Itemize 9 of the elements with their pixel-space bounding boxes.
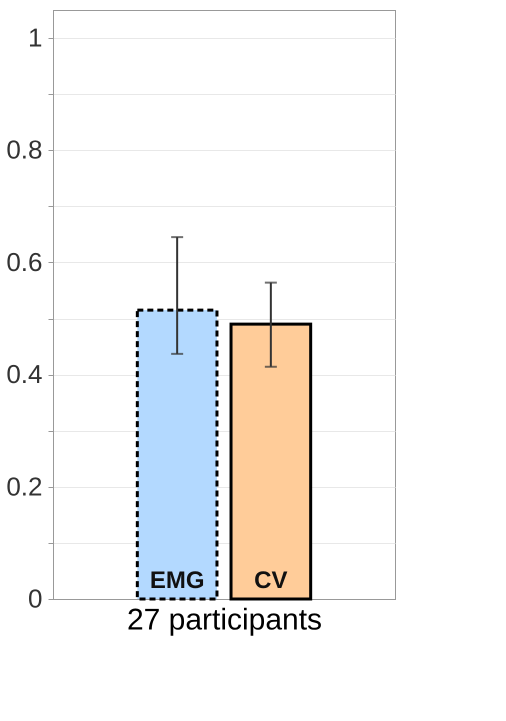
y-tick-label: 0.2 [6, 471, 42, 502]
x-tick-label: CV [254, 567, 288, 594]
y-tick-label: 0.4 [6, 359, 42, 390]
y-tick-label: 0 [28, 584, 42, 614]
x-axis-title: 27 participants [126, 604, 322, 636]
y-tick-label: 1 [28, 22, 42, 53]
x-tick-label: EMG [150, 567, 204, 594]
y-tick-label: 0.6 [6, 246, 42, 277]
y-tick-label: 0.8 [6, 134, 42, 165]
